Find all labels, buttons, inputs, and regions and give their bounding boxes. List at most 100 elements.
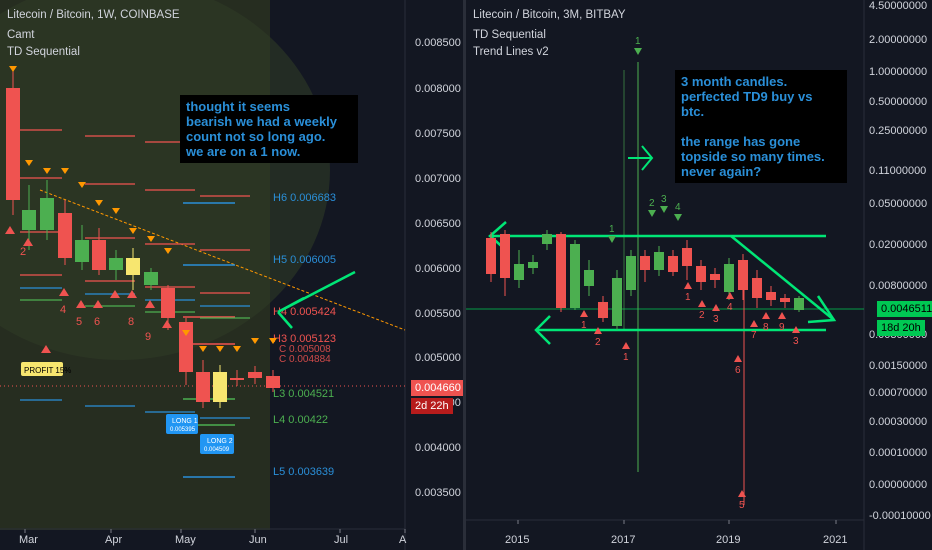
y-tick-label: 4.50000000 [869, 0, 927, 12]
x-tick-label: A [399, 534, 407, 546]
td-buy-marker [712, 304, 720, 311]
y-tick-label: 0.005500 [415, 308, 461, 320]
td-count: 4 [60, 304, 66, 316]
candle-body [710, 274, 720, 280]
candle-body [230, 378, 244, 380]
td-buy-marker [127, 290, 137, 298]
pane-divider[interactable] [463, 0, 466, 550]
right-last-price: 0.00465117 [877, 301, 932, 317]
candle-body [248, 372, 262, 378]
candle-body [126, 258, 140, 275]
x-tick-label: Mar [19, 534, 38, 546]
camarilla-label: H6 0.006683 [273, 192, 336, 204]
td-buy-count: 1 [581, 320, 587, 331]
x-tick-label: 2015 [505, 534, 529, 546]
td-buy-marker [145, 300, 155, 308]
candle-body [766, 292, 776, 300]
candle-body [500, 234, 510, 278]
annotation-arrow [628, 145, 654, 171]
left-chart-canvas[interactable]: 0.008500 0.008000 0.007500 0.007000 0.006500… [0, 0, 465, 550]
td-buy-marker [762, 312, 770, 319]
y-tick-label: 1.00000000 [869, 66, 927, 78]
td-buy-marker [41, 345, 51, 353]
y-tick-label: 2.00000000 [869, 34, 927, 46]
x-tick-label: Jul [334, 534, 348, 546]
candle-body [75, 240, 89, 262]
left-annotation-note: thought it seems bearish we had a weekly… [180, 95, 358, 163]
td-buy-marker [110, 290, 120, 298]
long1-tag [166, 414, 198, 434]
long1-tag-label: LONG 1 [172, 418, 198, 425]
td-buy-count: 3 [713, 314, 719, 325]
profit-tag [21, 362, 63, 376]
td-buy-marker [5, 226, 15, 234]
y-tick-label: 0.00030000 [869, 416, 927, 428]
right-chart-canvas[interactable]: 4.50000000 2.00000000 1.00000000 0.50000000… [466, 0, 932, 550]
y-tick-label: 0.05000000 [869, 198, 927, 210]
td-sell-count: 3 [661, 194, 667, 205]
td-buy-marker [792, 326, 800, 333]
td-sell-marker [674, 214, 682, 221]
td-count: 9 [145, 331, 151, 343]
candle-body [570, 244, 580, 308]
x-tick-label: Jun [249, 534, 267, 546]
candle-body [682, 248, 692, 266]
candle-body [161, 288, 175, 318]
y-tick-label: 0.008500 [415, 37, 461, 49]
candle-body [626, 256, 636, 290]
left-indicator-td: TD Sequential [7, 46, 80, 58]
candle-body [598, 302, 608, 318]
right-indicator-td: TD Sequential [473, 29, 546, 41]
y-tick-label: 0.11000000 [869, 165, 926, 177]
x-tick-label: May [175, 534, 196, 546]
camarilla-overlap-label: C 0.004884 [279, 354, 331, 365]
camarilla-label: L3 0.004521 [273, 388, 334, 400]
candle-body [528, 262, 538, 268]
candle-body [584, 270, 594, 286]
y-tick-label: 0.00000000 [869, 479, 927, 491]
td-buy-marker [726, 292, 734, 299]
left-chart-pane[interactable]: 0.008500 0.008000 0.007500 0.007000 0.006500… [0, 0, 465, 550]
td-orange-marker [25, 160, 33, 166]
left-indicator-camt: Camt [7, 29, 35, 41]
y-tick-label: 0.006500 [415, 218, 461, 230]
td-buy-marker [59, 288, 69, 296]
td-count: 6 [94, 316, 100, 328]
td-orange-marker [129, 228, 137, 234]
camarilla-overlap-label: C 0.005008 [279, 344, 331, 355]
candle-body [738, 260, 748, 290]
td-buy-count: 4 [727, 302, 733, 313]
right-annotation-note: 3 month candles. perfected TD9 buy vs bt… [675, 70, 847, 183]
right-chart-pane[interactable]: 4.50000000 2.00000000 1.00000000 0.50000000… [466, 0, 932, 550]
channel-arrow-right [807, 295, 837, 324]
td-sell-marker [608, 236, 616, 243]
long2-tag-label: LONG 2 [207, 438, 233, 445]
td-sell-marker [648, 210, 656, 217]
candle-body [486, 238, 496, 274]
td-buy-marker [734, 355, 742, 362]
candle-body [144, 272, 158, 285]
y-tick-label: 0.007500 [415, 128, 461, 140]
candle-body [514, 264, 524, 280]
camarilla-label: H4 0.005424 [273, 306, 336, 318]
long2-tag-sub: 0.004509 [204, 447, 230, 453]
td-buy-count: 5 [739, 500, 745, 511]
candle-body [794, 298, 804, 310]
candle-body [40, 198, 54, 230]
td-orange-marker [43, 168, 51, 174]
x-tick-label: 2017 [611, 534, 635, 546]
td-orange-marker [216, 346, 224, 352]
candle-body [640, 256, 650, 270]
candle-body [780, 298, 790, 302]
long2-tag [200, 434, 234, 454]
candle-body [266, 376, 280, 388]
candle-body [58, 213, 72, 258]
camarilla-label: H3 0.005123 [273, 333, 336, 345]
td-orange-marker [78, 182, 86, 188]
candle-body [556, 234, 566, 308]
candle-body [542, 234, 552, 244]
td-buy-count: 7 [751, 330, 757, 341]
candle-body [22, 210, 36, 230]
td-buy-marker [698, 300, 706, 307]
td-buy-marker [750, 320, 758, 327]
